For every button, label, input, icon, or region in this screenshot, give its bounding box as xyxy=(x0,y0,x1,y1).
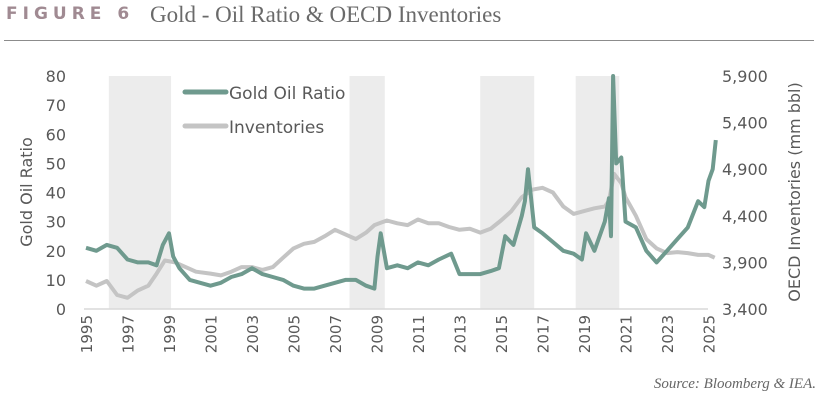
x-tick-label: 2009 xyxy=(369,315,387,353)
series-gold-oil-ratio-line xyxy=(85,74,718,291)
x-tick-label: 1995 xyxy=(78,315,96,353)
title-divider xyxy=(4,40,814,41)
x-tick-label: 2001 xyxy=(203,315,221,353)
x-tick-label: 2011 xyxy=(410,315,428,353)
y-tick-label: 70 xyxy=(46,96,66,115)
legend-label-gold-oil-ratio: Gold Oil Ratio xyxy=(229,84,345,104)
shaded-period xyxy=(349,76,385,309)
y-tick-label: 0 xyxy=(56,300,66,319)
y2-tick-label: 5,900 xyxy=(722,67,768,86)
y2-axis-label: OECD Inventories (mm bbl) xyxy=(785,82,804,301)
x-tick-label: 2005 xyxy=(286,315,304,353)
figure-label: FIGURE 6 xyxy=(6,4,135,24)
x-tick-label: 1997 xyxy=(120,315,138,353)
y-tick-label: 40 xyxy=(46,184,66,203)
x-tick-label: 1999 xyxy=(161,315,179,353)
y-tick-label: 10 xyxy=(46,271,66,290)
legend: Gold Oil Ratio Inventories xyxy=(182,84,345,138)
y-tick-label: 50 xyxy=(46,154,66,173)
legend-label-inventories: Inventories xyxy=(229,118,324,138)
y-tick-label: 30 xyxy=(46,213,66,232)
x-tick-label: 2021 xyxy=(618,315,636,353)
y2-tick-label: 4,400 xyxy=(722,207,768,226)
y-tick-label: 80 xyxy=(46,67,66,86)
y2-tick-label: 4,900 xyxy=(722,160,768,179)
x-tick-label: 2025 xyxy=(701,315,719,353)
chart-title: Gold - Oil Ratio & OECD Inventories xyxy=(150,2,502,27)
x-tick-label: 2003 xyxy=(244,315,262,353)
x-tick-label: 2013 xyxy=(452,315,470,353)
x-tick-label: 2015 xyxy=(493,315,511,353)
source-note: Source: Bloomberg & IEA. xyxy=(653,376,816,392)
y-tick-label: 20 xyxy=(46,242,66,261)
x-tick-label: 2019 xyxy=(576,315,594,353)
y2-tick-label: 3,400 xyxy=(722,300,768,319)
x-tick-label: 2017 xyxy=(535,315,553,353)
shaded-period xyxy=(108,76,172,309)
series-inventories-line xyxy=(85,171,716,300)
y-tick-label: 60 xyxy=(46,125,66,144)
x-tick-label: 2023 xyxy=(659,315,677,353)
y2-tick-label: 3,900 xyxy=(722,253,768,272)
y-axis-label: Gold Oil Ratio xyxy=(17,137,36,247)
y2-tick-label: 5,400 xyxy=(722,114,768,133)
x-tick-label: 2007 xyxy=(327,315,345,353)
